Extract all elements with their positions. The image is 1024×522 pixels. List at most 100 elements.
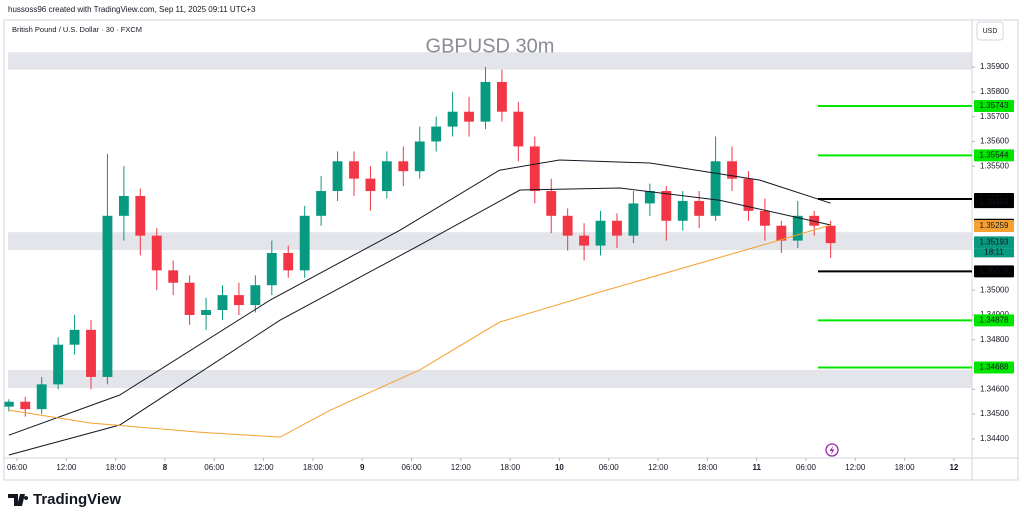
x-tick-label: 06:00 xyxy=(7,463,28,472)
x-tick-label: 06:00 xyxy=(402,463,423,472)
candle-body xyxy=(20,401,31,410)
candle-body xyxy=(694,200,705,216)
price-label: 1.35743 xyxy=(980,101,1009,110)
watermark: GBPUSD 30m xyxy=(426,35,555,57)
candle-body xyxy=(513,111,524,147)
y-tick-label: 1.35600 xyxy=(980,137,1009,146)
price-label-box xyxy=(974,265,1014,278)
price-label-box xyxy=(974,361,1014,374)
currency-box[interactable] xyxy=(976,21,1004,41)
x-tick-label: 18:00 xyxy=(500,463,521,472)
price-label-box xyxy=(974,314,1014,327)
price-label: 1.35544 xyxy=(980,150,1009,159)
y-tick-label: 1.35700 xyxy=(980,112,1009,121)
candle-body xyxy=(201,310,211,315)
candle-body xyxy=(546,191,557,216)
indicator-line xyxy=(8,224,831,438)
candle-body xyxy=(365,178,376,192)
lightning-icon[interactable] xyxy=(825,443,839,457)
candle-body xyxy=(118,195,129,216)
candle-body xyxy=(710,161,721,216)
x-tick-label: 10 xyxy=(555,463,564,472)
candle-body xyxy=(661,191,672,221)
price-label-box xyxy=(974,196,1014,209)
x-tick-label: 06:00 xyxy=(204,463,225,472)
candle-body xyxy=(464,111,474,122)
candle-body xyxy=(250,285,261,306)
x-tick-label: 18:00 xyxy=(697,463,718,472)
indicator-line xyxy=(8,187,831,456)
candle-body xyxy=(184,282,195,315)
candle-body xyxy=(628,203,639,236)
x-tick-label: 12:00 xyxy=(451,463,472,472)
countdown-box xyxy=(974,248,1014,258)
candle-body xyxy=(776,225,787,241)
candle-body xyxy=(480,81,491,122)
zone xyxy=(8,52,972,70)
x-tick-label: 12:00 xyxy=(56,463,77,472)
x-tick-label: 12:00 xyxy=(648,463,669,472)
price-label: 1.34688 xyxy=(980,363,1009,372)
candle-body xyxy=(36,384,47,410)
price-label: 1.35076 xyxy=(980,266,1009,275)
candle-body xyxy=(3,401,14,407)
countdown: 18:11 xyxy=(984,247,1004,256)
price-label-box xyxy=(974,100,1014,113)
x-tick-label: 11 xyxy=(752,463,761,472)
candle-body xyxy=(496,81,507,112)
y-tick-label: 1.34400 xyxy=(980,434,1009,443)
candle-body xyxy=(151,235,162,271)
candle-body xyxy=(727,161,737,179)
x-tick-label: 8 xyxy=(163,463,168,472)
candle-body xyxy=(644,191,655,204)
candle-body xyxy=(135,195,146,236)
candle-body xyxy=(398,161,409,172)
frame xyxy=(3,19,1019,481)
credit: hussoss96 created with TradingView.com, … xyxy=(8,5,256,14)
candle-body xyxy=(792,215,803,241)
candle-body xyxy=(825,225,836,244)
candle-body xyxy=(168,270,179,283)
y-tick-label: 1.34500 xyxy=(980,409,1009,418)
x-tick-label: 12:00 xyxy=(845,463,866,472)
y-tick-label: 1.35900 xyxy=(980,62,1009,71)
price-label: 1.35259 xyxy=(980,221,1009,230)
currency: USD xyxy=(983,28,998,35)
symbol: British Pound / U.S. Dollar · 30 · FXCM xyxy=(12,25,142,34)
y-tick-label: 1.35800 xyxy=(980,87,1009,96)
price-label-box xyxy=(974,149,1014,162)
brand: TradingView xyxy=(33,491,121,508)
candle-body xyxy=(743,178,754,211)
candle-body xyxy=(234,295,244,306)
candle-body xyxy=(809,215,820,226)
candle-body xyxy=(349,161,359,179)
x-tick-label: 18:00 xyxy=(106,463,127,472)
candle-body xyxy=(381,161,392,192)
candle-body xyxy=(414,141,425,172)
candle-body xyxy=(529,146,540,192)
candle-body xyxy=(299,215,310,271)
candle-body xyxy=(86,329,96,377)
plot xyxy=(3,52,972,456)
candle-body xyxy=(759,210,770,226)
candle-body xyxy=(316,191,327,216)
brand-logo xyxy=(8,494,29,506)
candle-body xyxy=(677,200,688,221)
candle-body xyxy=(431,126,442,142)
zone xyxy=(8,369,972,389)
candle-body xyxy=(69,329,80,345)
y-tick-label: 1.34800 xyxy=(980,335,1009,344)
candle-body xyxy=(579,235,590,246)
candle-body xyxy=(332,161,343,192)
price-label: 1.34878 xyxy=(980,316,1009,325)
y-tick-label: 1.34600 xyxy=(980,384,1009,393)
candle-body xyxy=(612,220,622,236)
y-tick-label: 1.35000 xyxy=(980,285,1009,294)
candle-body xyxy=(102,215,113,377)
candle-body xyxy=(53,344,64,385)
price-label-box xyxy=(974,236,1014,249)
x-tick-label: 18:00 xyxy=(303,463,324,472)
x-tick-label: 18:00 xyxy=(895,463,916,472)
